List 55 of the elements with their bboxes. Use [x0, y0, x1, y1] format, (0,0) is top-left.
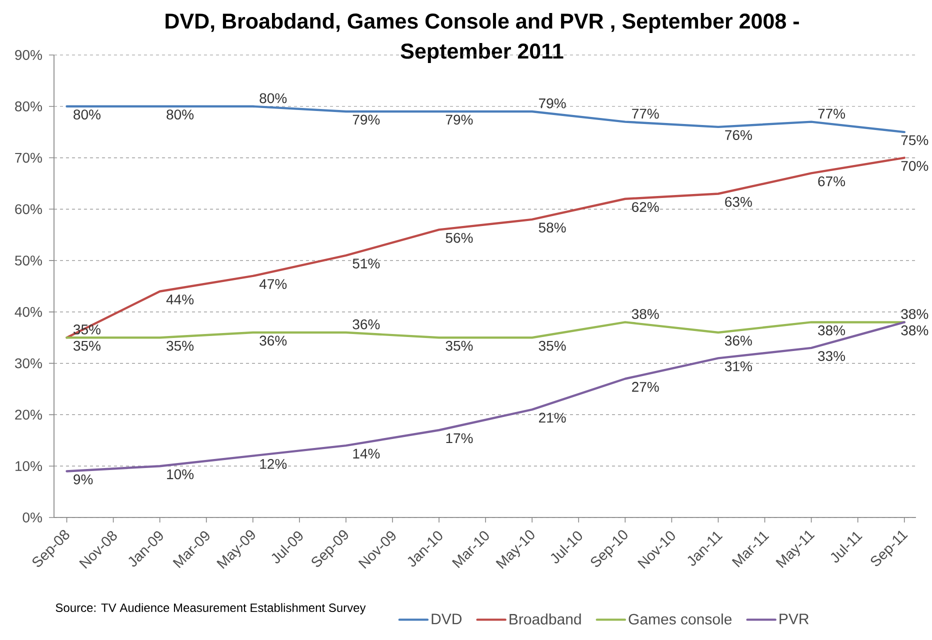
y-tick-label: 50% — [15, 256, 42, 266]
data-label: 21% — [539, 412, 566, 423]
data-label: 62% — [632, 202, 659, 212]
data-label: 80% — [260, 93, 287, 104]
data-label: 80% — [166, 110, 194, 120]
data-label: 63% — [725, 196, 752, 207]
data-label: 56% — [446, 232, 473, 243]
data-label: 38% — [818, 325, 846, 336]
data-label: 35% — [74, 340, 100, 351]
data-label: 79% — [446, 114, 473, 125]
data-label: 9% — [74, 474, 93, 484]
data-label: 80% — [74, 110, 100, 120]
data-label: 44% — [166, 294, 194, 304]
data-label: 10% — [167, 469, 194, 480]
y-tick-label: 60% — [15, 204, 42, 214]
y-tick-label: 10% — [16, 461, 42, 472]
data-label: 47% — [259, 279, 287, 289]
data-label: 35% — [446, 340, 473, 351]
data-label: 38% — [632, 309, 659, 320]
y-tick-label: 0% — [22, 512, 42, 522]
data-label: 58% — [538, 222, 566, 233]
data-label: 35% — [538, 340, 566, 351]
legend-label: Broadband — [510, 614, 581, 625]
data-label: 51% — [352, 258, 380, 268]
source-note: Source: TV Audience Measurement Establishment Survey — [56, 603, 366, 614]
data-label: 79% — [539, 98, 566, 108]
data-label: 36% — [260, 336, 287, 346]
legend-label: Games console — [628, 614, 732, 625]
data-label: 14% — [353, 448, 380, 459]
data-label: 31% — [724, 361, 752, 372]
data-label: 38% — [901, 325, 928, 336]
data-label: 77% — [632, 108, 659, 119]
y-tick-label: 80% — [15, 101, 42, 112]
data-label: 33% — [818, 351, 846, 362]
y-tick-label: 20% — [15, 410, 42, 420]
data-label: 35% — [166, 340, 194, 351]
data-label: 17% — [446, 433, 473, 444]
data-label: 76% — [725, 130, 752, 140]
legend-label: DVD — [432, 614, 462, 624]
data-label: 70% — [901, 160, 928, 171]
data-label: 36% — [352, 319, 380, 330]
chart-title: DVD, Broabdand, Games Console and PVR , September 2008 - September 2011 — [166, 12, 799, 64]
data-label: 27% — [632, 382, 659, 392]
data-label: 12% — [260, 459, 287, 469]
data-label: 79% — [352, 114, 380, 125]
data-label: 77% — [818, 108, 846, 119]
y-tick-label: 90% — [15, 50, 42, 60]
y-tick-label: 40% — [14, 306, 42, 317]
y-tick-label: 30% — [14, 358, 42, 368]
data-label: 67% — [818, 176, 846, 186]
data-label: 36% — [724, 336, 752, 346]
data-label: 75% — [901, 135, 928, 146]
y-tick-label: 70% — [15, 152, 42, 163]
data-label: 38% — [901, 309, 928, 320]
legend-label: PVR — [780, 614, 809, 624]
